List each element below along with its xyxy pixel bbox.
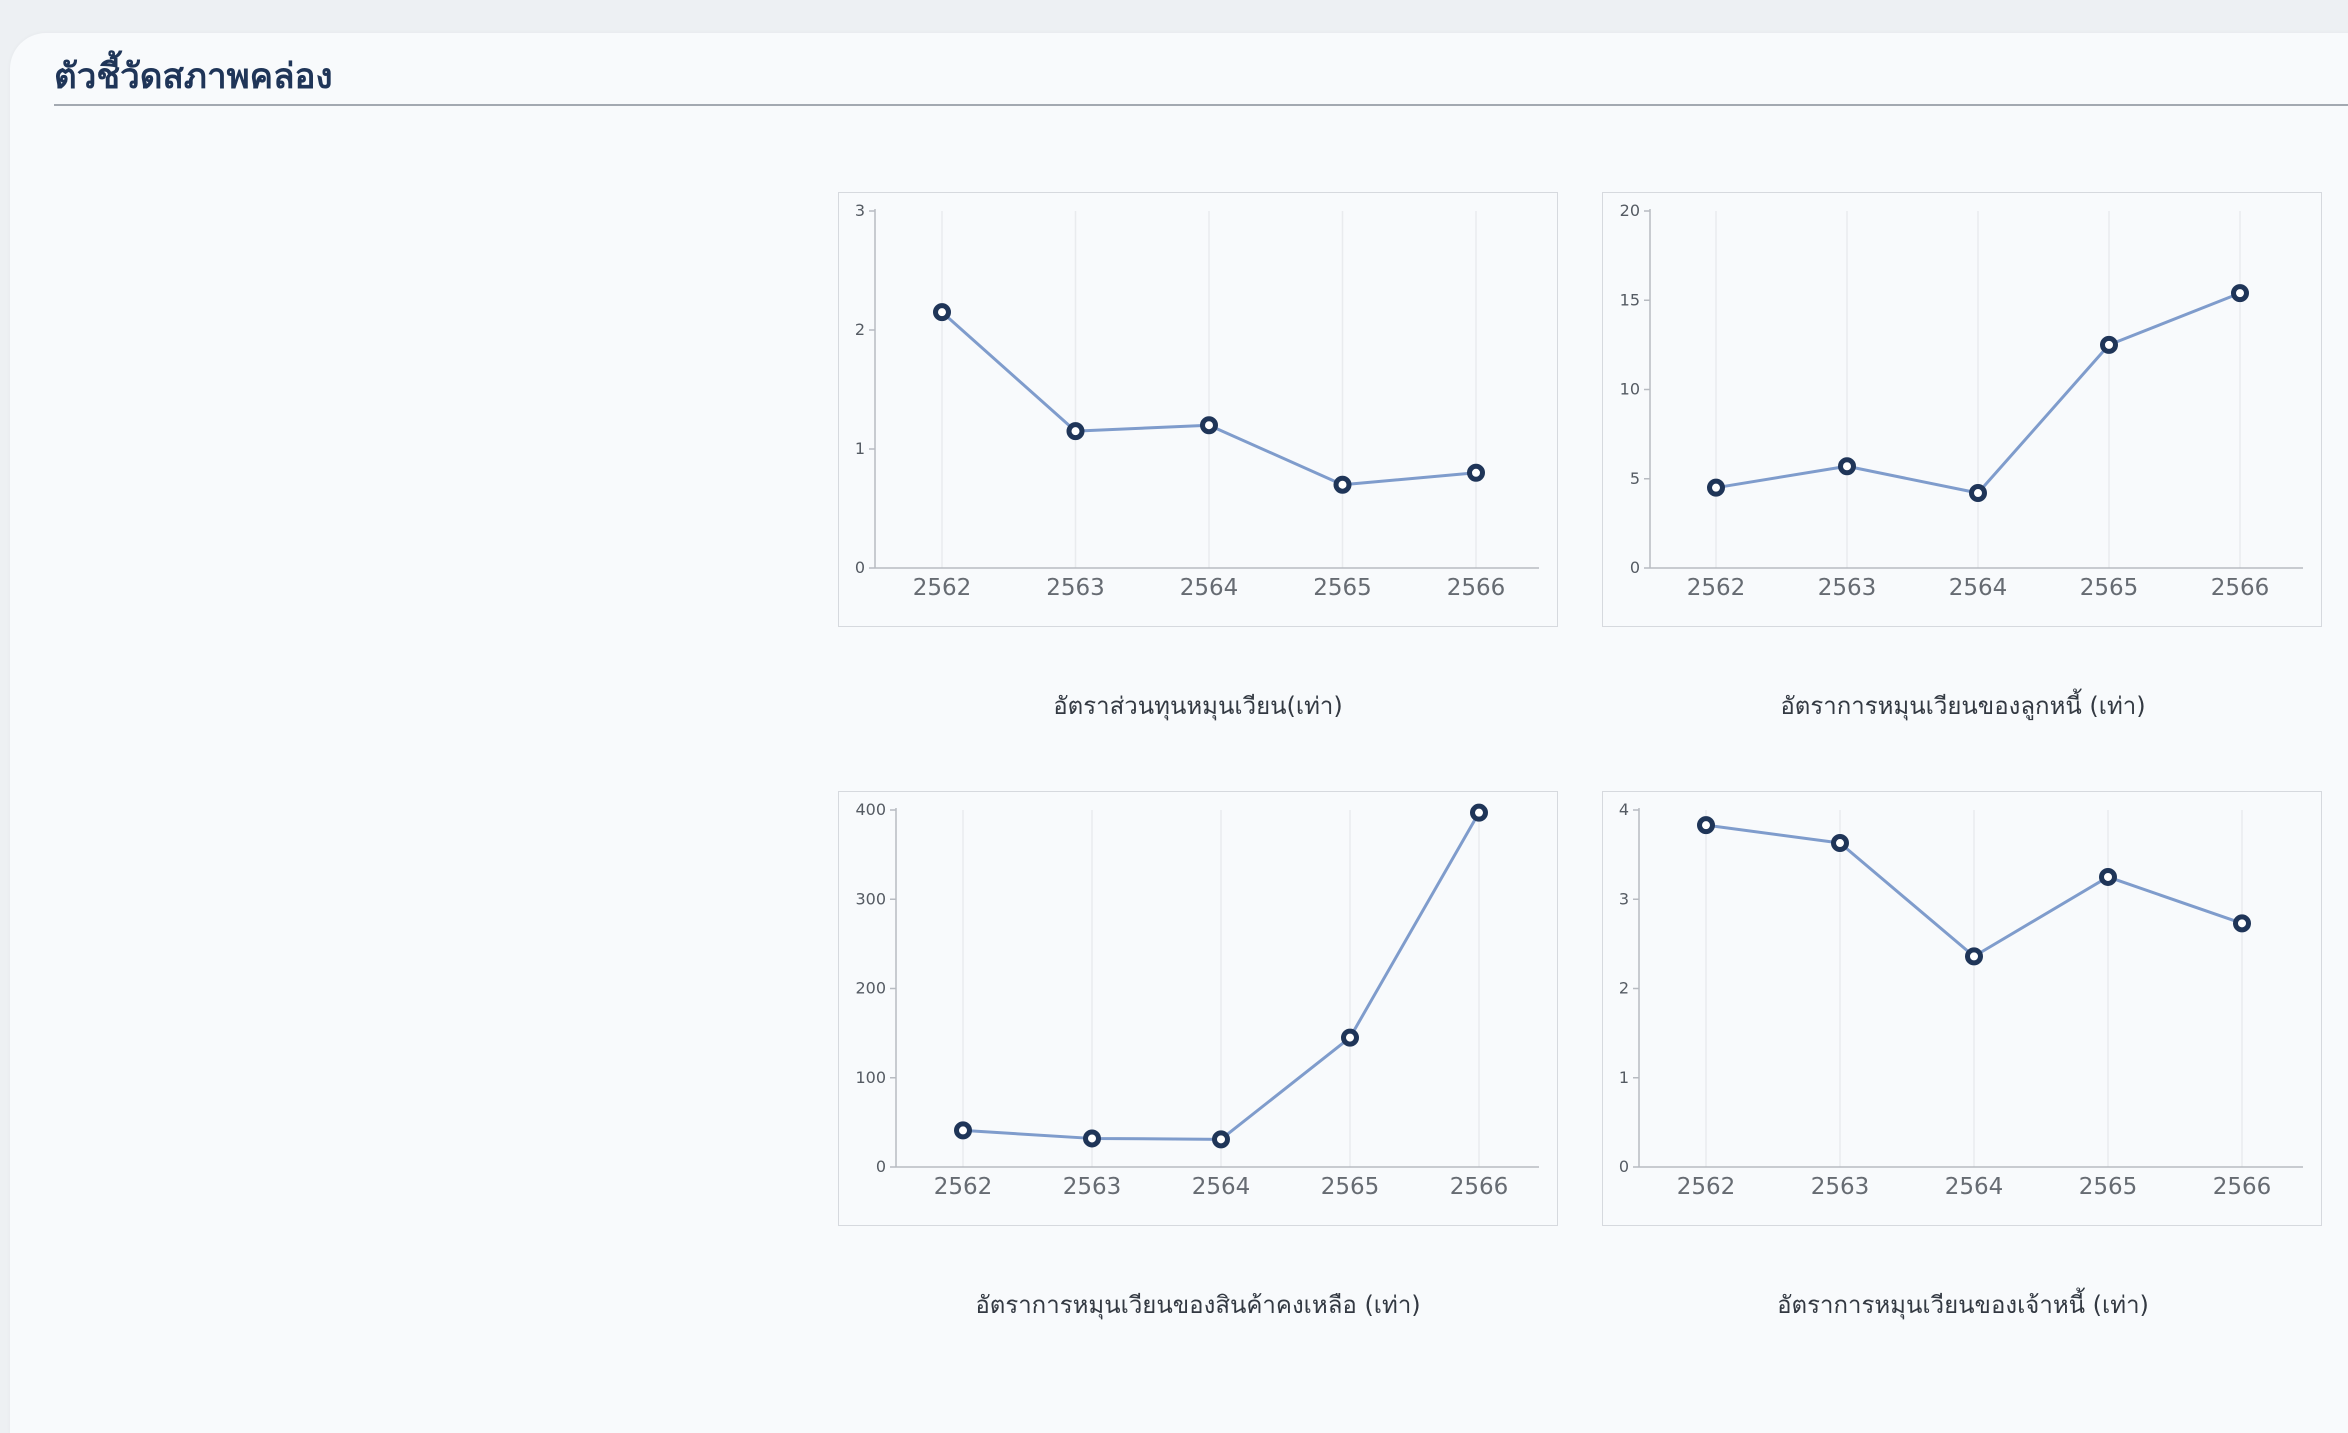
chart-receivables-turnover: 0 5 10 15 20 2562 2563 2564 2565 2566 <box>1602 192 2322 627</box>
x-tick-label: 2563 <box>1063 1174 1122 1200</box>
chart-receivables-turnover-svg: 0 5 10 15 20 2562 2563 2564 2565 2566 <box>1620 201 2303 601</box>
data-point <box>2100 335 2118 354</box>
x-tick-label: 2562 <box>934 1174 993 1200</box>
y-tick-label: 20 <box>1620 201 1640 220</box>
chart-caption-inventory-turnover: อัตราการหมุนเวียนของสินค้าคงเหลือ (เท่า) <box>975 1291 1421 1319</box>
title-divider <box>54 104 2348 106</box>
chart-caption-payables-turnover: อัตราการหมุนเวียนของเจ้าหนี้ (เท่า) <box>1777 1291 2149 1319</box>
chart-payables-turnover-svg: 0 1 2 3 4 2562 2563 2564 2565 2566 <box>1619 800 2303 1200</box>
y-tick-label: 5 <box>1630 469 1640 488</box>
chart-current-ratio: 0 1 2 3 2562 2563 2564 2565 2566 <box>838 192 1558 627</box>
x-tick-label: 2562 <box>913 575 972 601</box>
x-tick-label: 2564 <box>1945 1174 2004 1200</box>
x-tick-label: 2566 <box>2211 575 2270 601</box>
data-point <box>1838 457 1856 476</box>
data-point <box>954 1121 972 1140</box>
data-point <box>1066 422 1085 441</box>
chart-caption-current-ratio: อัตราส่วนทุนหมุนเวียน(เท่า) <box>1053 692 1343 720</box>
y-tick-label: 100 <box>855 1068 886 1087</box>
y-tick-label: 1 <box>855 439 865 458</box>
y-tick-label: 2 <box>855 320 865 339</box>
x-tick-label: 2562 <box>1677 1174 1736 1200</box>
chart-inventory-turnover: 0 100 200 300 400 2562 2563 2564 2565 2566 <box>838 791 1558 1226</box>
data-point <box>1470 803 1488 822</box>
data-point <box>1707 478 1725 497</box>
x-tick-label: 2563 <box>1046 575 1105 601</box>
y-tick-label: 3 <box>1619 889 1629 908</box>
y-tick-label: 0 <box>1630 558 1640 577</box>
x-tick-label: 2566 <box>2213 1174 2272 1200</box>
chart-inventory-turnover-svg: 0 100 200 300 400 2562 2563 2564 2565 2566 <box>855 800 1539 1200</box>
data-point <box>1965 947 1983 966</box>
data-point <box>2231 284 2249 303</box>
y-tick-label: 10 <box>1620 380 1640 399</box>
x-tick-label: 2566 <box>1450 1174 1509 1200</box>
data-point <box>1467 463 1485 482</box>
y-tick-label: 3 <box>855 201 865 220</box>
y-tick-label: 4 <box>1619 800 1629 819</box>
y-tick-label: 2 <box>1619 979 1629 998</box>
data-point <box>1697 816 1715 835</box>
y-tick-label: 1 <box>1619 1068 1629 1087</box>
x-tick-label: 2563 <box>1811 1174 1870 1200</box>
data-point <box>1212 1130 1230 1149</box>
y-tick-label: 15 <box>1620 290 1640 309</box>
data-point <box>2233 914 2251 933</box>
x-tick-label: 2563 <box>1818 575 1877 601</box>
x-tick-label: 2565 <box>1321 1174 1380 1200</box>
data-point <box>1083 1129 1101 1148</box>
data-point <box>2099 867 2117 886</box>
data-point <box>1831 834 1849 853</box>
x-tick-label: 2562 <box>1687 575 1746 601</box>
data-point <box>1200 416 1218 435</box>
chart-current-ratio-svg: 0 1 2 3 2562 2563 2564 2565 2566 <box>855 201 1539 601</box>
chart-payables-turnover: 0 1 2 3 4 2562 2563 2564 2565 2566 <box>1602 791 2322 1226</box>
x-tick-label: 2564 <box>1949 575 2008 601</box>
x-tick-label: 2565 <box>1313 575 1372 601</box>
x-tick-label: 2565 <box>2080 575 2139 601</box>
y-tick-label: 200 <box>855 979 886 998</box>
x-tick-label: 2566 <box>1447 575 1506 601</box>
y-tick-label: 0 <box>1619 1157 1629 1176</box>
data-point <box>1341 1028 1359 1047</box>
y-tick-label: 400 <box>855 800 886 819</box>
chart-caption-receivables-turnover: อัตราการหมุนเวียนของลูกหนี้ (เท่า) <box>1780 692 2146 720</box>
data-point <box>1333 475 1352 494</box>
data-point <box>1969 484 1987 503</box>
x-tick-label: 2565 <box>2079 1174 2138 1200</box>
y-tick-label: 300 <box>855 889 886 908</box>
y-tick-label: 0 <box>876 1157 886 1176</box>
x-tick-label: 2564 <box>1180 575 1239 601</box>
section-title: ตัวชี้วัดสภาพคล่อง <box>54 57 333 97</box>
data-point <box>933 303 951 322</box>
y-tick-label: 0 <box>855 558 865 577</box>
x-tick-label: 2564 <box>1192 1174 1251 1200</box>
